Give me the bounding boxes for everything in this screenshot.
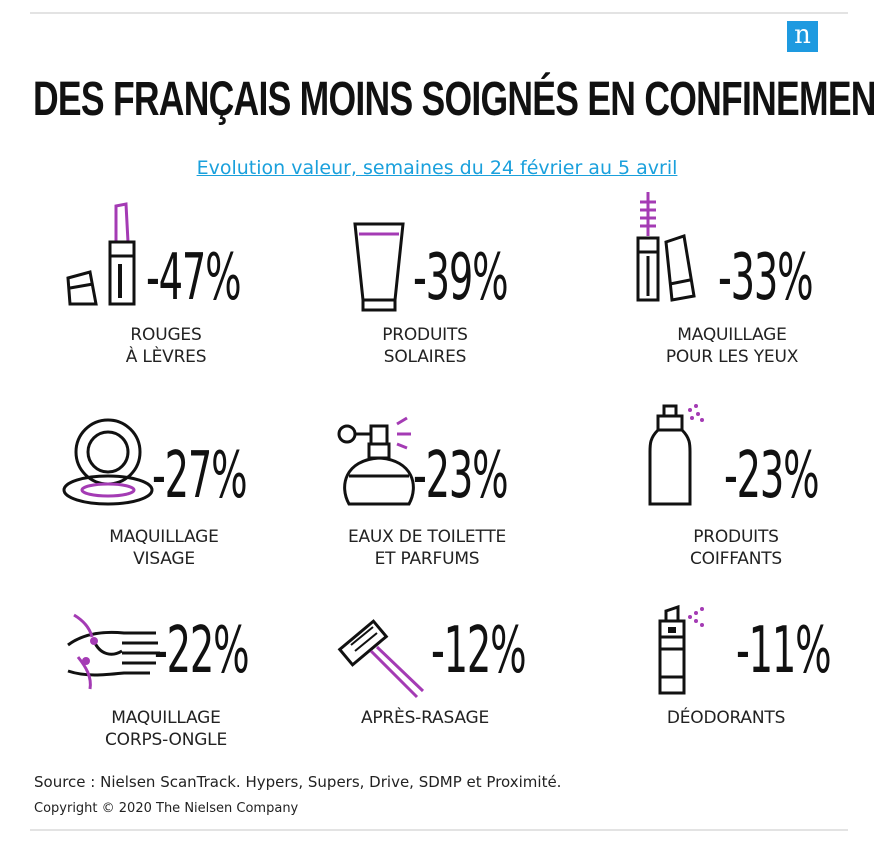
perfume-bottle-icon	[337, 416, 415, 506]
lipstick-icon	[66, 202, 136, 306]
percent-value: -23%	[724, 439, 820, 513]
item-maquillage-yeux: -33% MAQUILLAGE POUR LES YEUX	[610, 192, 874, 400]
source-note: Source : Nielsen ScanTrack. Hypers, Supe…	[34, 773, 562, 791]
item-maquillage-corps-ongle: -22% MAQUILLAGE CORPS-ONGLE	[40, 605, 310, 805]
subtitle-link[interactable]: Evolution valeur, semaines du 24 février…	[196, 157, 678, 179]
item-label: EAUX DE TOILETTE ET PARFUMS	[347, 527, 507, 569]
item-rouges-a-levres: -47% ROUGES À LÈVRES	[40, 200, 310, 400]
item-label: MAQUILLAGE VISAGE	[109, 527, 219, 569]
item-produits-coiffants: -23% PRODUITS COIFFANTS	[610, 404, 874, 610]
item-label: ROUGES À LÈVRES	[125, 325, 207, 367]
percent-value: -27%	[152, 439, 248, 513]
percent-value: -33%	[718, 241, 814, 315]
item-maquillage-visage: -27% MAQUILLAGE VISAGE	[40, 410, 310, 610]
razor-icon	[337, 619, 425, 699]
mascara-icon	[636, 192, 696, 302]
percent-value: -11%	[736, 614, 832, 688]
item-label: MAQUILLAGE CORPS-ONGLE	[105, 708, 227, 750]
nielsen-logo: n	[787, 21, 818, 52]
deodorant-icon	[658, 604, 704, 695]
copyright-note: Copyright © 2020 The Nielsen Company	[34, 801, 299, 816]
compact-powder-icon	[62, 418, 154, 506]
item-label: APRÈS-RASAGE	[360, 708, 490, 728]
item-apres-rasage: -12% APRÈS-RASAGE	[325, 605, 595, 805]
page-title: DES FRANÇAIS MOINS SOIGNÉS EN CONFINEMEN…	[33, 73, 874, 126]
logo-letter: n	[794, 20, 811, 50]
item-produits-solaires: -39% PRODUITS SOLAIRES	[325, 200, 595, 400]
percent-value: -12%	[431, 614, 527, 688]
percent-value: -47%	[146, 241, 242, 315]
item-label: PRODUITS SOLAIRES	[382, 325, 468, 367]
top-divider	[30, 12, 848, 14]
percent-value: -23%	[413, 439, 509, 513]
item-label: DÉODORANTS	[666, 708, 786, 728]
hand-nail-icon	[67, 613, 160, 690]
item-deodorants: -11% DÉODORANTS	[610, 604, 874, 805]
percent-value: -22%	[154, 614, 250, 688]
item-eaux-de-toilette: -23% EAUX DE TOILETTE ET PARFUMS	[325, 410, 595, 610]
hairspray-icon	[648, 404, 704, 506]
percent-value: -39%	[413, 241, 509, 315]
item-label: PRODUITS COIFFANTS	[690, 527, 782, 569]
sunscreen-tube-icon	[353, 222, 405, 312]
bottom-divider	[30, 829, 848, 831]
item-label: MAQUILLAGE POUR LES YEUX	[665, 325, 799, 367]
